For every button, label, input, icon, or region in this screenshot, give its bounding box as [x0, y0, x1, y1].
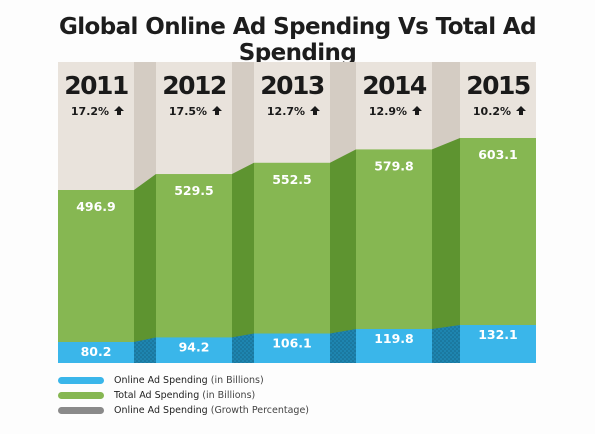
legend-label: Online Ad Spending — [114, 375, 208, 386]
up-arrow-icon — [212, 106, 222, 115]
bar-total — [356, 149, 432, 363]
legend-label: Online Ad Spending — [114, 405, 208, 416]
legend-label: Total Ad Spending — [114, 390, 200, 401]
bar-total-fold — [232, 162, 254, 363]
legend-qualifier: (in Billions) — [210, 375, 264, 386]
bar-online-fold — [432, 325, 460, 363]
bar-online-fold — [330, 329, 356, 363]
online-value-label: 80.2 — [81, 344, 112, 359]
bar-online — [254, 333, 330, 363]
bar-online — [460, 325, 536, 363]
chart-title: Global Online Ad Spending Vs Total Ad Sp… — [59, 14, 537, 66]
bar-online — [356, 329, 432, 363]
year-label: 2015 — [466, 71, 530, 100]
up-arrow-icon — [412, 106, 422, 115]
year-label: 2012 — [162, 71, 226, 100]
up-arrow-icon — [516, 106, 526, 115]
online-value-label: 119.8 — [374, 331, 414, 346]
year-label: 2011 — [64, 71, 128, 100]
growth-label: 12.7% — [267, 105, 305, 118]
year-label: 2013 — [260, 71, 324, 100]
bar-total — [58, 190, 134, 363]
total-value-label: 496.9 — [76, 199, 116, 214]
bar-total-fold — [330, 149, 356, 363]
legend-item-total: Total Ad Spending (in Billions) — [58, 388, 309, 403]
growth-label: 12.9% — [369, 105, 407, 118]
growth-label: 17.5% — [169, 105, 207, 118]
legend-qualifier: (in Billions) — [202, 390, 256, 401]
legend: Online Ad Spending (in Billions) Total A… — [58, 373, 309, 418]
bar-total — [156, 174, 232, 363]
legend-item-online: Online Ad Spending (in Billions) — [58, 373, 309, 388]
bar-online — [58, 342, 134, 363]
bar-total-fold — [134, 174, 156, 363]
growth-label: 10.2% — [473, 105, 511, 118]
total-value-label: 529.5 — [174, 183, 214, 198]
legend-item-growth: Online Ad Spending (Growth Percentage) — [58, 403, 309, 418]
total-value-label: 579.8 — [374, 158, 414, 173]
bar-online — [156, 337, 232, 363]
online-value-label: 132.1 — [478, 327, 518, 342]
bar-online-fold — [134, 337, 156, 363]
bar-online-fold — [232, 333, 254, 363]
up-arrow-icon — [310, 106, 320, 115]
online-value-label: 94.2 — [179, 339, 210, 354]
up-arrow-icon — [114, 106, 124, 115]
bar-total-fold — [432, 138, 460, 363]
bar-total — [254, 162, 330, 363]
legend-swatch-growth — [58, 407, 104, 414]
total-value-label: 552.5 — [272, 172, 312, 187]
online-value-label: 106.1 — [272, 336, 312, 351]
legend-qualifier: (Growth Percentage) — [210, 405, 309, 416]
growth-label: 17.2% — [71, 105, 109, 118]
legend-swatch-total — [58, 392, 104, 399]
legend-swatch-online — [58, 377, 104, 384]
total-value-label: 603.1 — [478, 147, 518, 162]
year-label: 2014 — [362, 71, 427, 100]
